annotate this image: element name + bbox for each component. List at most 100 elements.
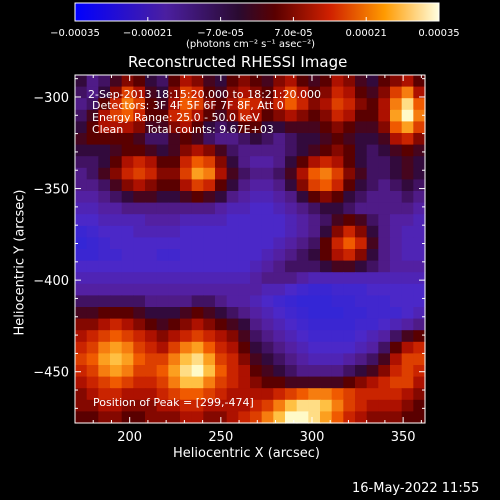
heatmap-cell <box>145 399 158 412</box>
heatmap-cell <box>156 353 169 366</box>
heatmap-cell <box>238 144 251 157</box>
heatmap-cell <box>215 376 228 389</box>
heatmap-cell <box>238 214 251 227</box>
heatmap-cell <box>390 179 403 192</box>
heatmap-cell <box>343 411 356 424</box>
x-tick-label: 300 <box>300 430 325 445</box>
heatmap-cell <box>98 202 111 215</box>
heatmap-cell <box>366 179 379 192</box>
heatmap-cell <box>261 191 274 204</box>
heatmap-cell <box>98 249 111 262</box>
heatmap-cell <box>203 307 216 320</box>
heatmap-cell <box>378 75 391 88</box>
heatmap-cell <box>343 249 356 262</box>
heatmap-cell <box>110 75 123 88</box>
heatmap-cell <box>250 318 263 331</box>
heatmap-cell <box>110 214 123 227</box>
heatmap-cell <box>308 214 321 227</box>
heatmap-cell <box>285 295 298 308</box>
heatmap-cell <box>168 249 181 262</box>
heatmap-cell <box>320 283 333 296</box>
heatmap-cell <box>331 353 344 366</box>
heatmap-cell <box>133 376 146 389</box>
heatmap-cell <box>355 353 368 366</box>
heatmap-cell <box>355 86 368 99</box>
heatmap-cell <box>133 365 146 378</box>
heatmap-cell <box>413 365 426 378</box>
heatmap-cell <box>296 411 309 424</box>
heatmap-cell <box>180 260 193 273</box>
heatmap-cell <box>226 156 239 169</box>
heatmap-cell <box>98 341 111 354</box>
heatmap-cell <box>203 86 216 99</box>
heatmap-cell <box>156 109 169 122</box>
heatmap-cell <box>98 191 111 204</box>
heatmap-cell <box>156 75 169 88</box>
heatmap-cell <box>238 330 251 343</box>
heatmap-cell <box>180 307 193 320</box>
heatmap-cell <box>250 214 263 227</box>
heatmap-cell <box>390 365 403 378</box>
heatmap-cell <box>156 318 169 331</box>
heatmap-cell <box>296 318 309 331</box>
heatmap-cell <box>168 388 181 401</box>
heatmap-cell <box>191 167 204 180</box>
heatmap-cell <box>86 98 99 111</box>
heatmap-cell <box>285 214 298 227</box>
x-tick-label: 350 <box>391 430 416 445</box>
heatmap-cell <box>366 156 379 169</box>
heatmap-cell <box>296 307 309 320</box>
heatmap-cell <box>133 283 146 296</box>
heatmap-cell <box>156 167 169 180</box>
heatmap-cell <box>75 202 88 215</box>
heatmap-cell <box>215 341 228 354</box>
heatmap-cell <box>390 86 403 99</box>
heatmap-cell <box>285 179 298 192</box>
heatmap-cell <box>261 214 274 227</box>
heatmap-cell <box>121 121 134 134</box>
heatmap-cell <box>308 388 321 401</box>
heatmap-cell <box>191 179 204 192</box>
heatmap-cell <box>215 86 228 99</box>
heatmap-cell <box>191 191 204 204</box>
heatmap-cell <box>296 167 309 180</box>
heatmap-cell <box>378 318 391 331</box>
heatmap-cell <box>378 376 391 389</box>
heatmap-cell <box>133 121 146 134</box>
heatmap-cell <box>145 307 158 320</box>
heatmap-cell <box>296 156 309 169</box>
heatmap-cell <box>75 272 88 285</box>
heatmap-cell <box>133 214 146 227</box>
heatmap-cell <box>273 365 286 378</box>
heatmap-cell <box>226 353 239 366</box>
heatmap-cell <box>238 249 251 262</box>
heatmap-cell <box>110 260 123 273</box>
heatmap-cell <box>331 225 344 238</box>
heatmap-cell <box>191 109 204 122</box>
heatmap-cell <box>133 341 146 354</box>
heatmap-cell <box>308 75 321 88</box>
heatmap-cell <box>156 272 169 285</box>
heatmap-cell <box>261 179 274 192</box>
heatmap-cell <box>413 295 426 308</box>
heatmap-cell <box>133 307 146 320</box>
heatmap-cell <box>75 144 88 157</box>
heatmap-cell <box>203 353 216 366</box>
heatmap-cell <box>110 272 123 285</box>
heatmap-cell <box>86 237 99 250</box>
heatmap-cell <box>180 330 193 343</box>
heatmap-cell <box>98 318 111 331</box>
heatmap-cell <box>98 272 111 285</box>
colorbar-tick-label: 0.00021 <box>346 28 387 39</box>
heatmap-cell <box>215 237 228 250</box>
heatmap-cell <box>133 272 146 285</box>
heatmap-cell <box>285 330 298 343</box>
heatmap-cell <box>378 133 391 146</box>
heatmap-cell <box>98 365 111 378</box>
heatmap-cell <box>168 156 181 169</box>
heatmap-cell <box>215 144 228 157</box>
heatmap-cell <box>250 225 263 238</box>
heatmap-cell <box>133 191 146 204</box>
heatmap-cell <box>145 133 158 146</box>
heatmap-cell <box>238 225 251 238</box>
